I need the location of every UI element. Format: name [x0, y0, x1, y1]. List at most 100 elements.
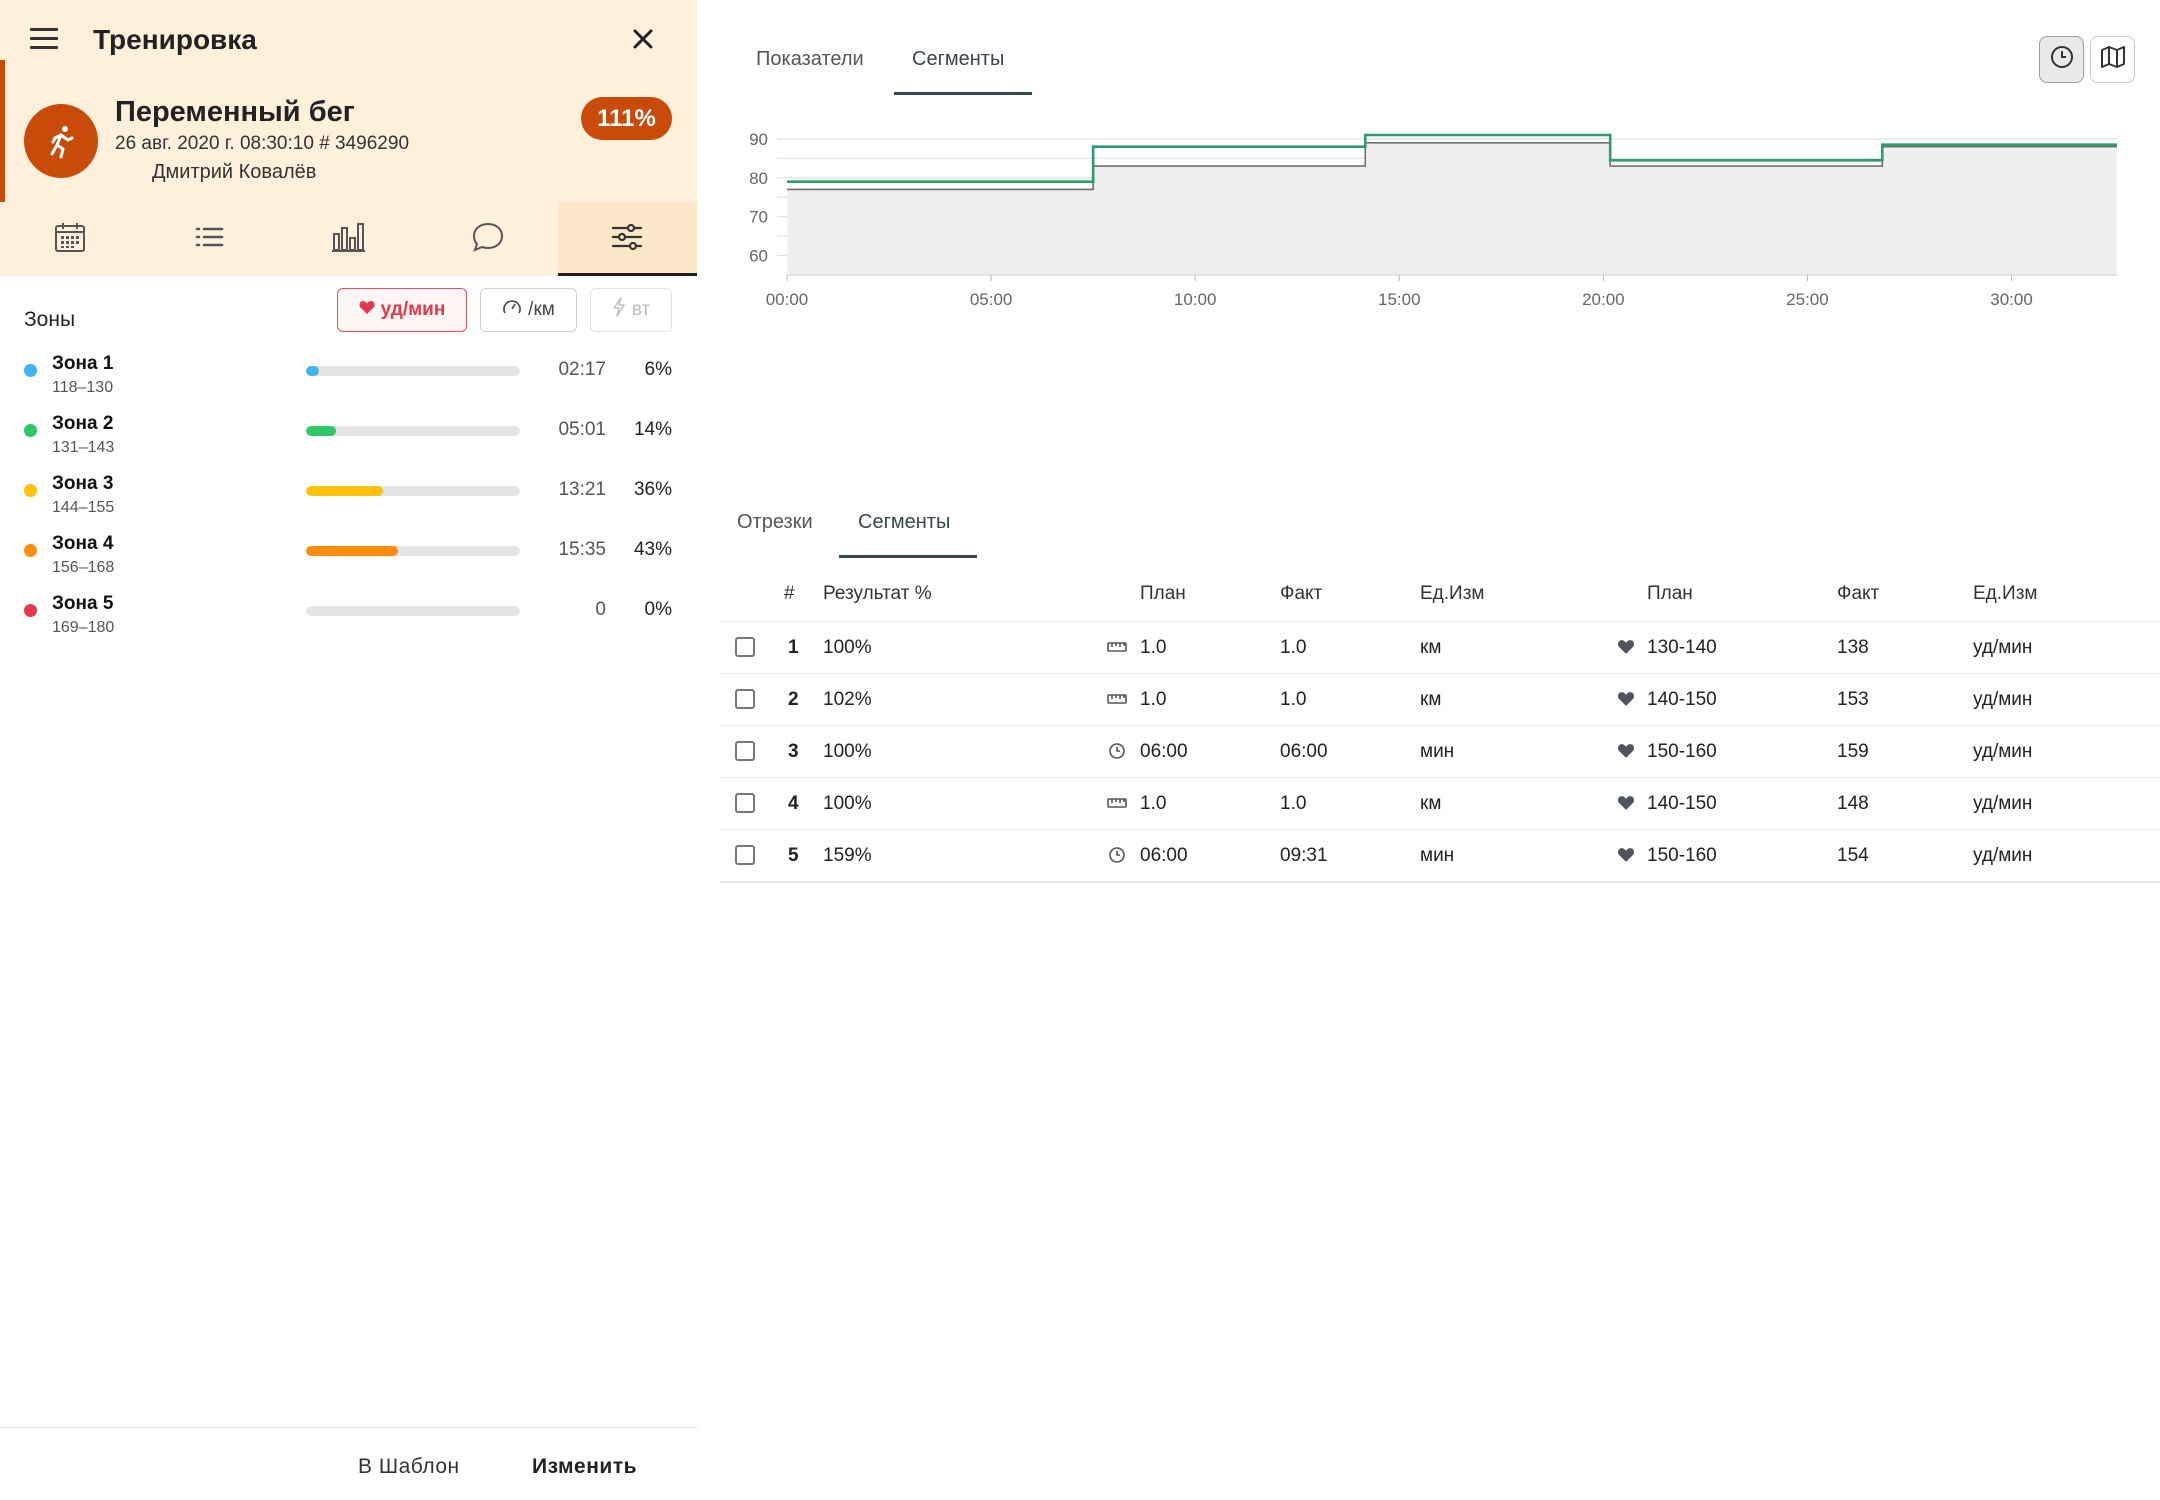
footer-divider — [0, 1427, 697, 1428]
tab-charts[interactable] — [279, 202, 418, 276]
table-row[interactable]: 1 100% 1.0 1.0 км 130-140 138 уд/мин — [720, 621, 2160, 673]
col-unit: Ед.Изм — [1420, 583, 1485, 604]
zone-color-dot — [24, 604, 37, 617]
zone-range: 144–155 — [52, 499, 115, 516]
tab-list[interactable] — [139, 202, 278, 276]
zone-range: 118–130 — [52, 379, 114, 396]
row-checkbox[interactable] — [735, 845, 755, 865]
pace-unit-label: /км — [528, 299, 555, 320]
row-number: 5 — [788, 845, 799, 866]
accent-bar — [0, 60, 5, 202]
zone-progress-bar — [306, 366, 520, 376]
row-result: 100% — [823, 741, 872, 762]
row-unit: км — [1420, 689, 1442, 710]
zone-row: Зона 2 131–143 05:01 14% — [0, 405, 697, 465]
power-unit-button[interactable]: вт — [590, 288, 672, 332]
zone-row: Зона 4 156–168 15:35 43% — [0, 525, 697, 585]
tab-calendar[interactable] — [0, 202, 139, 276]
col-hr-fact: Факт — [1837, 583, 1880, 604]
series-area — [787, 142, 2117, 275]
row-hr-fact: 154 — [1837, 845, 1869, 866]
table-bottom-border — [720, 881, 2160, 883]
row-checkbox[interactable] — [735, 637, 755, 657]
workout-date: 26 авг. 2020 г. 08:30:10 # 3496290 — [115, 133, 410, 154]
zone-name: Зона 4 — [52, 533, 114, 554]
lightning-icon — [612, 297, 626, 323]
clock-icon — [1106, 844, 1128, 866]
y-tick-label: 80 — [749, 169, 768, 188]
menu-icon[interactable] — [30, 28, 60, 52]
row-fact: 1.0 — [1280, 637, 1307, 658]
tab-comments[interactable] — [418, 202, 557, 276]
row-unit: км — [1420, 793, 1442, 814]
y-tick-label: 90 — [749, 130, 768, 149]
row-fact: 1.0 — [1280, 689, 1307, 710]
row-checkbox[interactable] — [735, 741, 755, 761]
row-hr-plan: 140-150 — [1647, 689, 1717, 710]
chart-canvas: 1009080706000:0005:0010:0015:0020:0025:0… — [740, 91, 2117, 309]
save-as-template-button[interactable]: В Шаблон — [358, 1455, 460, 1478]
time-view-button[interactable] — [2039, 36, 2084, 83]
row-hr-unit: уд/мин — [1973, 845, 2033, 866]
heart-icon — [359, 299, 375, 321]
row-hr-plan: 140-150 — [1647, 793, 1717, 814]
list-icon — [192, 220, 226, 259]
row-hr-fact: 153 — [1837, 689, 1869, 710]
map-view-button[interactable] — [2090, 36, 2135, 83]
zone-progress-fill — [306, 546, 399, 556]
col-hr-plan: План — [1647, 583, 1693, 604]
close-icon[interactable] — [628, 24, 658, 54]
row-result: 100% — [823, 637, 872, 658]
row-checkbox[interactable] — [735, 793, 755, 813]
row-number: 1 — [788, 637, 799, 658]
zone-range: 156–168 — [52, 559, 115, 576]
zone-name: Зона 1 — [52, 353, 114, 374]
y-tick-label: 70 — [749, 208, 768, 227]
heart-icon — [1615, 636, 1637, 658]
workout-panel: Тренировка Переменный бег 26 авг. 2020 г… — [0, 0, 698, 1500]
hr-unit-button[interactable]: уд/мин — [337, 288, 467, 332]
heart-icon — [1615, 844, 1637, 866]
row-fact: 1.0 — [1280, 793, 1307, 814]
ruler-icon — [1106, 688, 1128, 710]
row-checkbox[interactable] — [735, 689, 755, 709]
panel-nav — [0, 202, 698, 276]
workout-title: Переменный бег — [115, 96, 355, 128]
x-tick-label: 20:00 — [1582, 290, 1625, 309]
row-hr-plan: 150-160 — [1647, 845, 1717, 866]
zone-progress-bar — [306, 486, 520, 496]
row-fact: 06:00 — [1280, 741, 1328, 762]
row-hr-unit: уд/мин — [1973, 741, 2033, 762]
pace-unit-button[interactable]: /км — [480, 288, 577, 332]
zone-color-dot — [24, 424, 37, 437]
zone-percent: 36% — [633, 479, 672, 500]
sliders-icon — [610, 220, 644, 259]
clock-icon — [1106, 740, 1128, 762]
row-hr-plan: 130-140 — [1647, 637, 1717, 658]
tab-bottom-segments[interactable]: Сегменты — [858, 511, 951, 533]
edit-button[interactable]: Изменить — [532, 1455, 638, 1478]
col-hr-unit: Ед.Изм — [1973, 583, 2038, 604]
zone-progress-bar — [306, 546, 520, 556]
clock-icon — [2049, 44, 2075, 75]
zone-percent: 0% — [644, 599, 672, 620]
table-row[interactable]: 5 159% 06:00 09:31 мин 150-160 154 уд/мин — [720, 829, 2160, 881]
row-hr-plan: 150-160 — [1647, 741, 1717, 762]
tab-splits[interactable]: Отрезки — [737, 511, 813, 533]
tab-indicators[interactable]: Показатели — [756, 48, 864, 70]
table-row[interactable]: 3 100% 06:00 06:00 мин 150-160 159 уд/мин — [720, 725, 2160, 777]
row-number: 3 — [788, 741, 799, 762]
active-bottom-tab-indicator — [839, 555, 977, 558]
active-tab-indicator — [894, 92, 1032, 95]
power-unit-label: вт — [631, 299, 651, 320]
zone-progress-bar — [306, 606, 520, 616]
row-plan: 06:00 — [1140, 845, 1188, 866]
x-tick-label: 25:00 — [1786, 290, 1829, 309]
table-row[interactable]: 4 100% 1.0 1.0 км 140-150 148 уд/мин — [720, 777, 2160, 829]
y-tick-label: 60 — [749, 247, 768, 266]
tab-settings[interactable] — [557, 202, 698, 276]
tab-segments[interactable]: Сегменты — [912, 48, 1005, 70]
heart-icon — [1615, 792, 1637, 814]
table-row[interactable]: 2 102% 1.0 1.0 км 140-150 153 уд/мин — [720, 673, 2160, 725]
zone-percent: 14% — [633, 419, 672, 440]
